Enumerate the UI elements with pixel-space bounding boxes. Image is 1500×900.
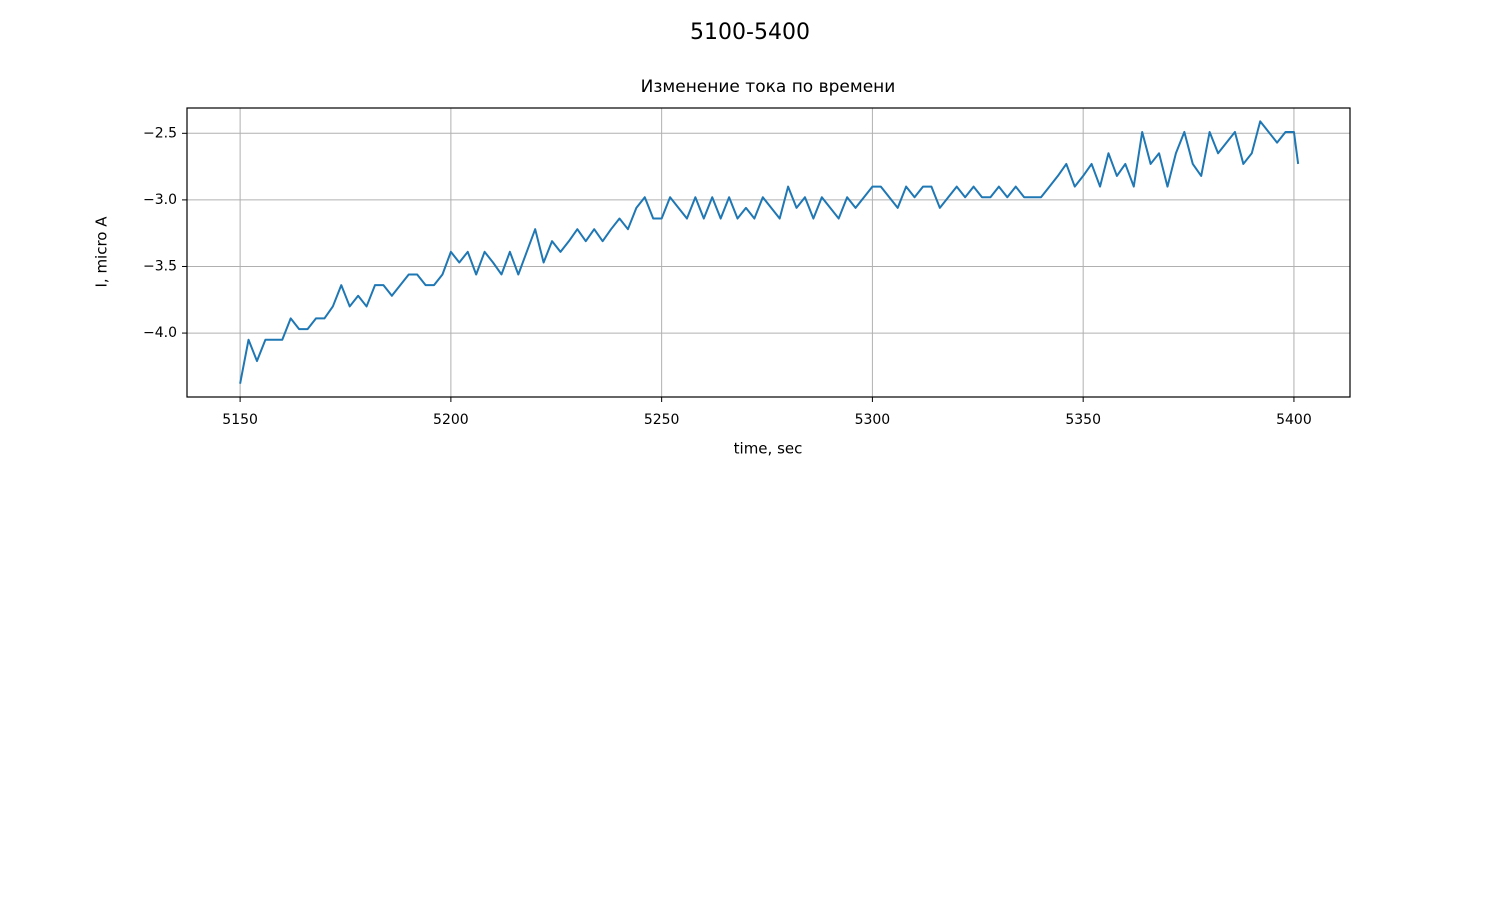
chart-title: Изменение тока по времени bbox=[641, 77, 896, 97]
x-tick-label: 5400 bbox=[1276, 412, 1312, 428]
x-axis-label: time, sec bbox=[734, 440, 803, 458]
axes-frame bbox=[186, 107, 1351, 398]
x-tick-label: 5200 bbox=[433, 412, 469, 428]
y-axis-label: I, micro A bbox=[93, 216, 111, 288]
x-tick-label: 5350 bbox=[1065, 412, 1101, 428]
y-tick-label: −3.5 bbox=[143, 258, 177, 274]
x-tick-label: 5150 bbox=[222, 412, 258, 428]
chart-suptitle: 5100-5400 bbox=[690, 20, 810, 45]
x-tick-label: 5250 bbox=[644, 412, 680, 428]
x-tick-label: 5300 bbox=[855, 412, 891, 428]
y-tick-label: −3.0 bbox=[143, 192, 177, 208]
y-tick-label: −4.0 bbox=[143, 325, 177, 341]
data-line bbox=[239, 120, 1300, 384]
y-tick-label: −2.5 bbox=[143, 125, 177, 141]
